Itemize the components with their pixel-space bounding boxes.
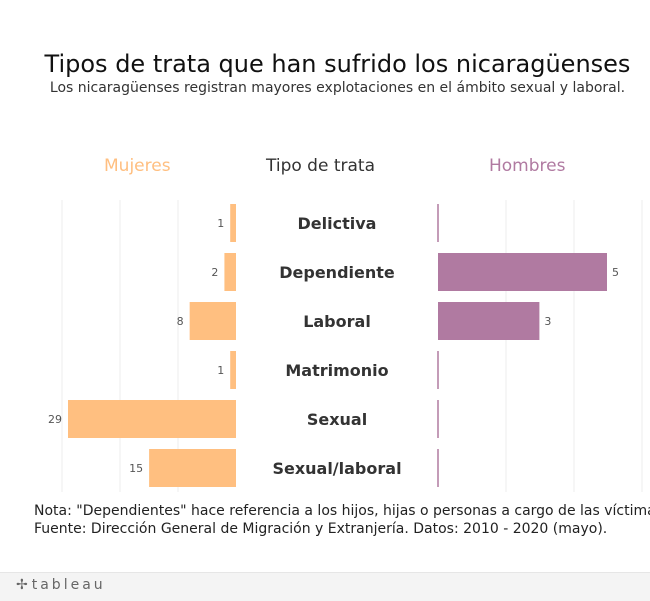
category-label: Matrimonio [285,361,388,380]
bar-hombres [438,253,607,291]
note-line: Nota: "Dependientes" hace referencia a l… [34,503,650,519]
bar-mujeres [68,400,236,438]
grid-right [505,200,643,492]
tableau-logo-text: tableau [31,577,106,593]
chart-subtitle: Los nicaragüenses registran mayores expl… [49,80,626,96]
category-label: Laboral [303,312,371,331]
data-label-mujeres: 15 [129,462,143,475]
bar-mujeres [230,204,236,242]
category-label: Dependiente [279,263,395,282]
tableau-logo[interactable]: ✢ tableau [16,577,106,593]
tableau-footer: ✢ tableau [0,572,650,601]
bar-mujeres [224,253,236,291]
bar-mujeres [230,351,236,389]
tableau-logo-icon: ✢ [16,577,28,593]
data-label-mujeres: 1 [217,364,224,377]
butterfly-bar-chart: 1 Delictiva 2 Dependiente 5 8 Laboral 3 1 Matrimo… [48,200,643,492]
bar-mujeres [189,302,236,340]
bar-mujeres [149,449,236,487]
chart-notes: Nota: "Dependientes" hace referencia a l… [34,502,650,538]
data-label-hombres: 5 [612,266,619,279]
legend-hombres: Hombres [489,156,566,176]
data-label-hombres: 3 [544,315,551,328]
bar-hombres [438,302,540,340]
chart-marks: 1 Delictiva 2 Dependiente 5 8 Laboral 3 1 Matrimo… [48,204,619,487]
data-label-mujeres: 8 [177,315,184,328]
category-label: Delictiva [298,214,377,233]
category-header: Tipo de trata [266,156,375,176]
data-label-mujeres: 29 [48,413,62,426]
data-label-mujeres: 2 [211,266,218,279]
source-line: Fuente: Dirección General de Migración y… [34,521,608,537]
grid-left [61,200,179,492]
category-label: Sexual [307,410,367,429]
legend-mujeres: Mujeres [104,156,171,176]
data-label-mujeres: 1 [217,217,224,230]
category-label: Sexual/laboral [272,459,401,478]
chart-title: Tipos de trata que han sufrido los nicar… [44,50,631,78]
